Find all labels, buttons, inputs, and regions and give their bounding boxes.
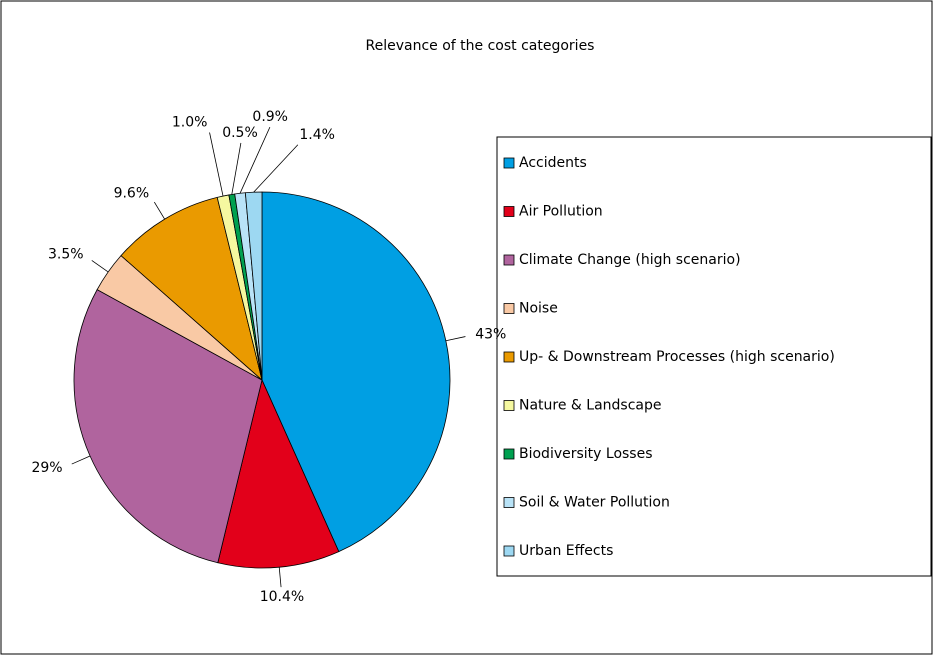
- legend-label: Accidents: [519, 155, 587, 171]
- data-label: 0.5%: [222, 125, 258, 141]
- legend-label: Air Pollution: [519, 204, 603, 220]
- legend-swatch: [503, 400, 515, 411]
- leader-line: [239, 126, 271, 194]
- leader-line: [231, 142, 242, 195]
- data-label: 29%: [31, 460, 62, 476]
- legend-label: Soil & Water Pollution: [519, 495, 670, 511]
- legend-label: Urban Effects: [519, 543, 613, 559]
- pie-slice: [261, 191, 451, 553]
- legend-swatch: [503, 545, 515, 557]
- data-label: 1.4%: [299, 127, 335, 143]
- data-label: 10.4%: [260, 589, 304, 605]
- leader-line: [445, 336, 466, 342]
- legend-swatch: [503, 448, 515, 460]
- pie-slice: [73, 289, 263, 564]
- legend-swatch: [503, 497, 515, 508]
- legend-label: Biodiversity Losses: [519, 446, 653, 462]
- legend-label: Climate Change (high scenario): [519, 252, 741, 268]
- data-label: 3.5%: [48, 247, 84, 263]
- data-label: 0.9%: [252, 109, 288, 125]
- legend-label: Nature & Landscape: [519, 398, 662, 414]
- pie-slice: [217, 378, 340, 569]
- legend-label: Up- & Downstream Processes (high scenari…: [519, 349, 835, 365]
- legend-swatch: [503, 254, 515, 266]
- leader-line: [71, 455, 91, 465]
- data-label: 43%: [475, 326, 506, 342]
- legend-swatch: [503, 303, 515, 314]
- legend-box: [496, 136, 932, 577]
- legend-swatch: [503, 206, 515, 217]
- legend-label: Noise: [519, 301, 558, 317]
- leader-line: [253, 144, 299, 193]
- legend-swatch: [503, 351, 515, 363]
- leader-line: [153, 201, 166, 220]
- legend-swatch: [503, 157, 515, 169]
- leader-line: [278, 567, 282, 588]
- leader-line: [91, 260, 109, 273]
- chart-title: Relevance of the cost categories: [366, 38, 595, 54]
- data-label: 9.6%: [114, 185, 150, 201]
- data-label: 1.0%: [172, 115, 208, 131]
- leader-line: [209, 132, 224, 197]
